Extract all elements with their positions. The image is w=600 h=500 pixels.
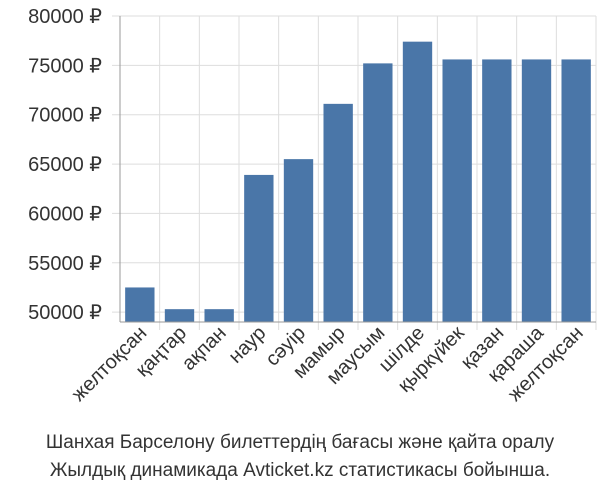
y-tick-label: 80000 ₽ — [28, 6, 102, 28]
bar — [164, 309, 195, 322]
axes — [119, 16, 596, 323]
y-tick-label: 55000 ₽ — [28, 253, 102, 275]
bar — [244, 174, 274, 322]
x-tick-label: ақпан — [178, 322, 231, 375]
bar — [521, 59, 552, 323]
y-tick-label: 65000 ₽ — [28, 154, 102, 176]
bar — [323, 103, 353, 322]
bar — [125, 287, 155, 322]
y-tick-label: 50000 ₽ — [28, 302, 102, 324]
bar — [363, 63, 393, 322]
chart-caption-line-1: Шанхая Барселону билеттердің бағасы және… — [45, 432, 555, 453]
bar — [561, 59, 591, 323]
bar — [482, 59, 512, 323]
grid-lines — [112, 15, 597, 330]
y-tick-labels: 50000 ₽ 55000 ₽ 60000 ₽ 65000 ₽ 70000 ₽ 75000… — [28, 6, 102, 324]
bar — [204, 309, 234, 322]
bar — [442, 59, 472, 323]
x-tick-label: наур — [225, 322, 271, 368]
bars — [125, 41, 591, 323]
price-bar-chart: 50000 ₽ 55000 ₽ 60000 ₽ 65000 ₽ 70000 ₽ 75000… — [28, 6, 597, 406]
bar — [283, 159, 314, 322]
y-tick-label: 60000 ₽ — [28, 203, 102, 225]
y-tick-label: 75000 ₽ — [28, 55, 102, 77]
y-tick-label: 70000 ₽ — [28, 105, 102, 127]
x-tick-labels: желтоқсанқаңтарақпаннаурсәуірмамырмаусым… — [68, 321, 588, 405]
chart-caption-line-2: Жылдық динамикада Avticket.kz статистика… — [49, 460, 551, 481]
bar — [402, 41, 433, 322]
